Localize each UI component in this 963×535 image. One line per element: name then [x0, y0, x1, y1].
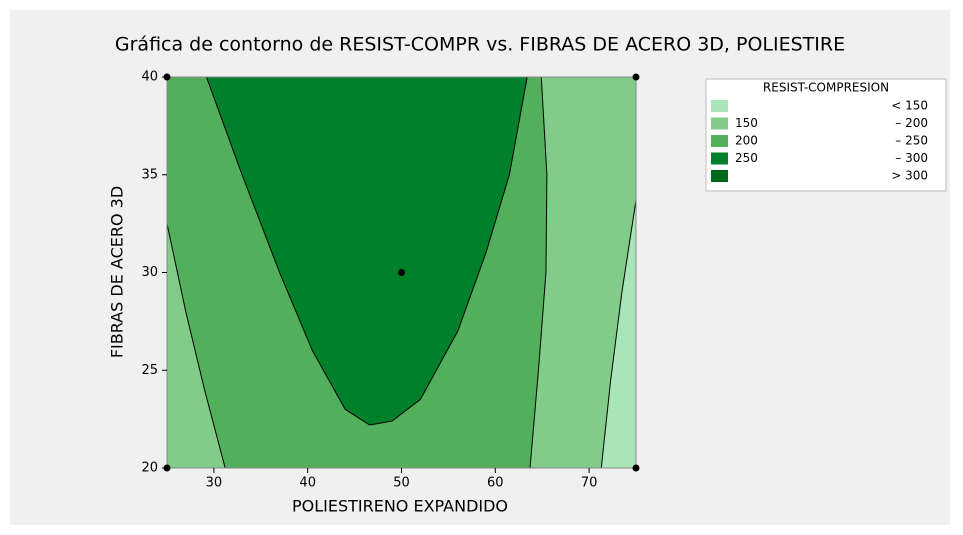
legend-to: – 300: [895, 151, 928, 165]
legend-title: RESIST-COMPRESION: [763, 81, 889, 95]
x-tick-label: 60: [487, 476, 504, 491]
contour-line: [529, 76, 548, 469]
legend-box: [705, 78, 947, 192]
y-axis-label: FIBRAS DE ACERO 3D: [108, 186, 127, 358]
design-point: [632, 73, 640, 81]
design-point: [632, 464, 640, 472]
legend-to: < 150: [891, 99, 928, 113]
legend-to: – 200: [895, 116, 928, 130]
x-axis-label: POLIESTIRENO EXPANDIDO: [292, 497, 508, 516]
x-tick-label: 40: [299, 476, 316, 491]
y-tick-label: 20: [141, 461, 158, 476]
y-tick-label: 35: [141, 167, 158, 182]
y-tick-label: 25: [141, 363, 158, 378]
legend-to: > 300: [891, 169, 928, 183]
design-point: [398, 269, 405, 276]
legend-swatch: [711, 152, 728, 165]
contour-region: [601, 200, 636, 469]
legend-swatch: [711, 117, 728, 130]
legend-from: 200: [735, 134, 758, 148]
x-tick-label: 70: [581, 476, 598, 491]
contour-line: [166, 223, 226, 469]
legend-from: 150: [735, 116, 758, 130]
x-tick-label: 30: [206, 476, 223, 491]
y-tick-label: 30: [141, 265, 158, 280]
legend-to: – 250: [895, 134, 928, 148]
contour-line: [205, 76, 528, 426]
legend-from: 250: [735, 151, 758, 165]
chart-title: Gráfica de contorno de RESIST-COMPR vs. …: [115, 34, 845, 56]
contour-region: [206, 77, 528, 425]
y-tick-label: 40: [141, 70, 158, 85]
legend-swatch: [711, 170, 728, 182]
x-tick-label: 50: [393, 476, 410, 491]
legend-swatch: [711, 100, 728, 112]
legend-swatch: [711, 135, 728, 147]
contour-line: [600, 200, 637, 469]
